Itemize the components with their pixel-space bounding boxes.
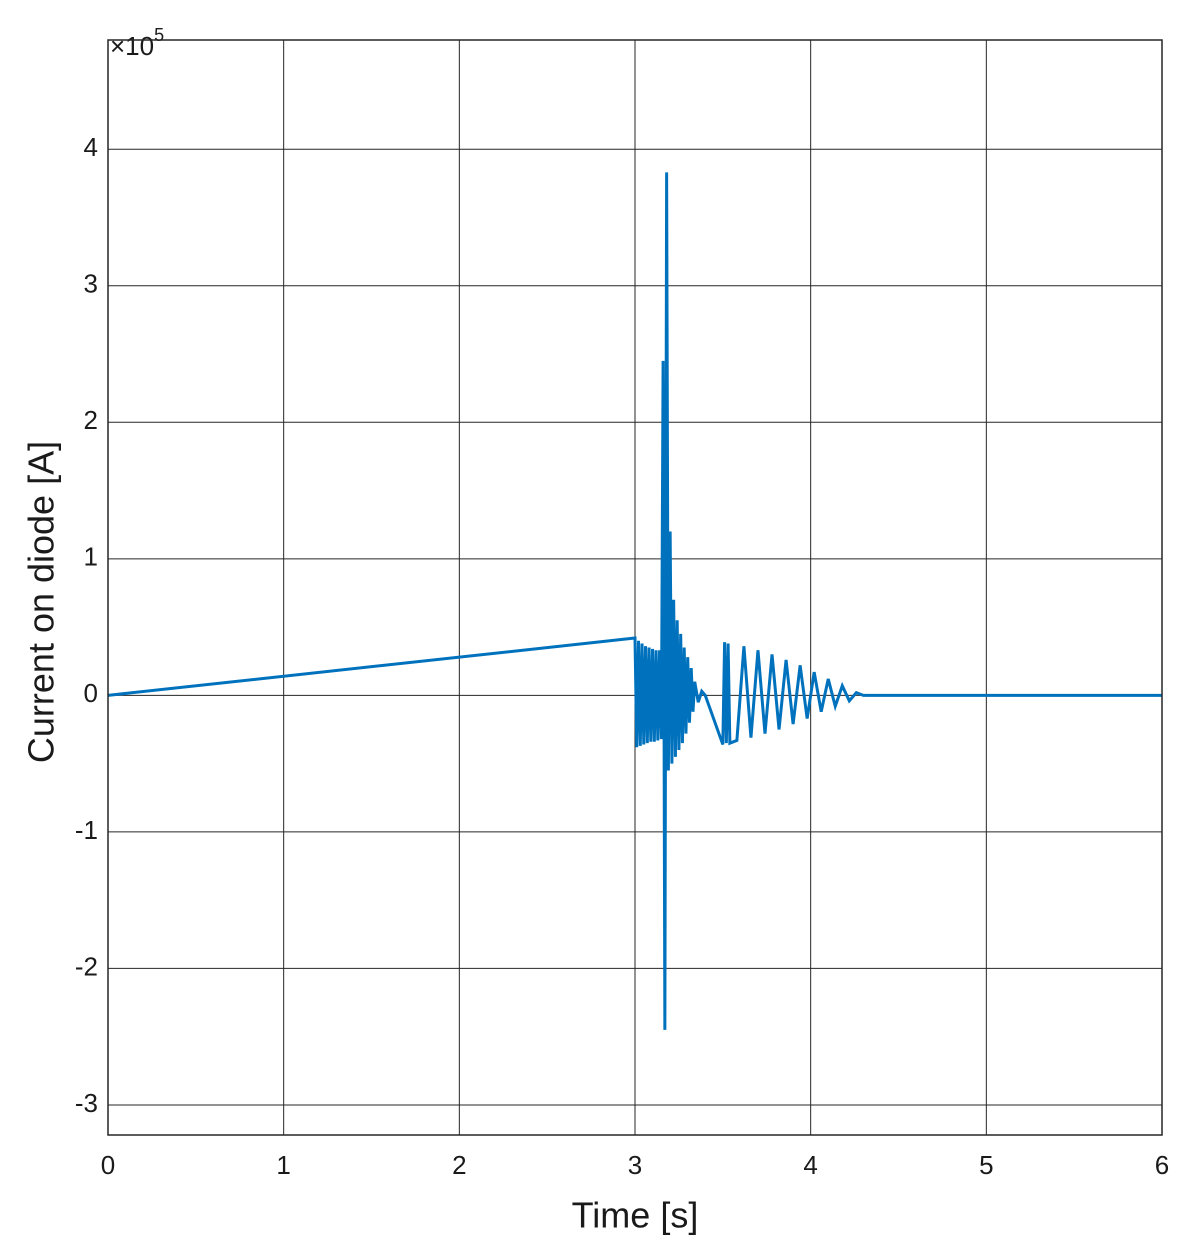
multiplier-exponent: 5 — [154, 25, 164, 45]
y-tick-label: -1 — [75, 815, 98, 845]
y-multiplier: ×105 — [110, 25, 164, 61]
y-tick-label: 4 — [84, 132, 98, 162]
y-tick-label: 0 — [84, 678, 98, 708]
y-tick-label: 1 — [84, 542, 98, 572]
x-axis-label: Time [s] — [572, 1195, 699, 1236]
plot-frame — [107, 39, 1163, 1136]
x-tick-label: 4 — [803, 1150, 817, 1180]
x-tick-label: 5 — [979, 1150, 993, 1180]
y-axis-label: Current on diode [A] — [21, 441, 62, 763]
x-tick-label: 6 — [1155, 1150, 1169, 1180]
x-tick-label: 0 — [101, 1150, 115, 1180]
x-tick-label: 1 — [276, 1150, 290, 1180]
multiplier-base: ×10 — [110, 31, 154, 61]
y-tick-label: 3 — [84, 269, 98, 299]
x-tick-label: 3 — [628, 1150, 642, 1180]
y-tick-label: -2 — [75, 951, 98, 981]
data-line — [107, 172, 1162, 1030]
x-tick-label: 2 — [452, 1150, 466, 1180]
y-tick-label: 2 — [84, 405, 98, 435]
y-tick-label: -3 — [75, 1088, 98, 1118]
